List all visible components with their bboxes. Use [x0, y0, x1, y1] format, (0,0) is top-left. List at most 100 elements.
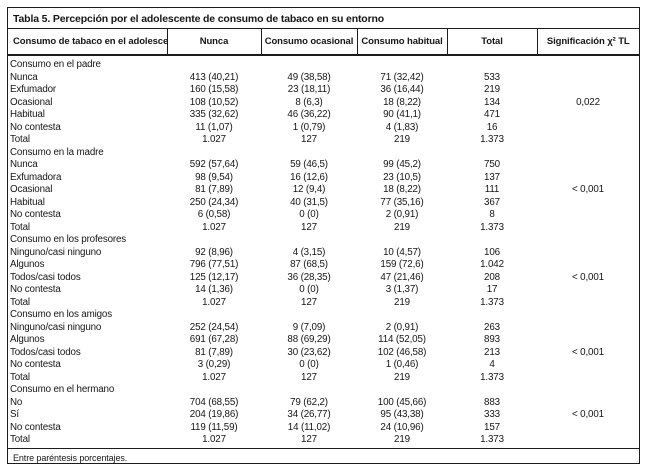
- table-row: Total 1.027 127 219 1.373: [8, 434, 639, 447]
- table-row: No contesta 119 (11,59) 14 (11,02) 24 (10,9…: [8, 422, 639, 435]
- table-cell: 125 (12,17): [189, 271, 239, 283]
- table-row: No contesta 6 (0,58) 0 (0) 2 (0,91) 8: [8, 209, 639, 222]
- table-cell: 219: [394, 134, 410, 145]
- table-cell: 1.027: [202, 221, 226, 233]
- table-row: Habitual 335 (32,62) 46 (36,22) 90 (41,1) 47…: [8, 109, 639, 122]
- table-cell: 95 (43,38): [380, 409, 424, 420]
- table-cell: 36 (28,35): [287, 271, 331, 283]
- table-cell: 127: [301, 221, 317, 233]
- table-row: Total 1.027 127 219 1.373: [8, 372, 639, 385]
- table-cell: 367: [484, 196, 500, 208]
- table-cell: [537, 84, 639, 97]
- table-cell: 219: [394, 371, 410, 383]
- table-cell: 40 (31,5): [290, 196, 328, 208]
- table-cell: 9 (7,09): [292, 321, 326, 333]
- table-cell: 81 (7,89): [195, 184, 233, 195]
- table-cell: 333: [484, 409, 500, 420]
- table-cell: 893: [484, 334, 500, 345]
- row-label: Exfumador: [10, 84, 57, 95]
- table-row: No contesta 14 (1,36) 0 (0) 3 (1,37) 17: [8, 284, 639, 297]
- table-row: No contesta 11 (1,07) 1 (0,79) 4 (1,83) 16: [8, 122, 639, 135]
- table-cell: 59 (46,5): [290, 159, 328, 170]
- table-cell: 87 (68,5): [290, 259, 328, 270]
- table-cell: 1.373: [480, 371, 504, 383]
- table-cell: 92 (8,96): [195, 246, 233, 258]
- table-cell: 90 (41,1): [383, 109, 421, 120]
- col-header-significacion: Significación χ² TL: [536, 29, 639, 56]
- table-cell: 883: [484, 396, 500, 408]
- table-cell: 88 (69,29): [287, 334, 331, 345]
- table-cell: 137: [484, 171, 500, 183]
- row-label: Habitual: [10, 196, 45, 208]
- table-cell: 12 (9,4): [292, 184, 326, 195]
- table-title: Tabla 5. Percepción por el adolescente d…: [8, 8, 639, 29]
- table-cell: 77 (35,16): [380, 196, 424, 208]
- table-row: Todos/casi todos 125 (12,17) 36 (28,35) 47 …: [8, 272, 639, 285]
- table-row: Exfumadora 98 (9,54) 16 (12,6) 23 (10,5) 137: [8, 172, 639, 185]
- table-cell: 24 (10,96): [380, 421, 424, 433]
- table-cell: 16 (12,6): [290, 171, 328, 183]
- table-cell: 18 (8,22): [383, 96, 421, 108]
- table-cell: < 0,001: [572, 409, 604, 420]
- table-row: Habitual 250 (24,34) 40 (31,5) 77 (35,16) 36…: [8, 197, 639, 210]
- table-cell: 1.042: [480, 259, 504, 270]
- table-row: Ninguno/casi ninguno 92 (8,96) 4 (3,15) 10 …: [8, 247, 639, 260]
- table-row: No contesta 3 (0,29) 0 (0) 1 (0,46) 4: [8, 359, 639, 372]
- row-label: Total: [10, 296, 30, 308]
- section-header-row: Consumo en la madre: [8, 147, 639, 160]
- table-cell: 208: [484, 271, 500, 283]
- table-cell: 99 (45,2): [383, 159, 421, 170]
- table-cell: 114 (52,05): [378, 334, 426, 345]
- table-cell: 704 (68,55): [189, 396, 239, 408]
- table-cell: 2 (0,91): [385, 321, 419, 333]
- table-container: Tabla 5. Percepción por el adolescente d…: [7, 7, 640, 464]
- table-cell: 11 (1,07): [195, 121, 233, 133]
- table-cell: [537, 209, 639, 222]
- table-row: Ocasional 108 (10,52) 8 (6,3) 18 (8,22) 134 0…: [8, 97, 639, 110]
- table-cell: 219: [394, 221, 410, 233]
- table-cell: 3 (0,29): [197, 359, 231, 370]
- section-header-row: Consumo en el hermano: [8, 384, 639, 397]
- table-cell: 213: [484, 346, 500, 358]
- table-row: Exfumador 160 (15,58) 23 (18,11) 36 (16,44)…: [8, 84, 639, 97]
- table-row: Algunos 691 (67,28) 88 (69,29) 114 (52,05) 8…: [8, 334, 639, 347]
- table-row: Total 1.027 127 219 1.373: [8, 134, 639, 147]
- table-cell: [537, 134, 639, 147]
- table-cell: 1.027: [202, 134, 226, 145]
- table-cell: 471: [484, 109, 500, 120]
- table-cell: 219: [484, 84, 500, 95]
- table-cell: 750: [484, 159, 500, 170]
- table-cell: 204 (19,86): [189, 409, 239, 420]
- section-label: Consumo en el padre: [10, 59, 101, 70]
- table-cell: 252 (24,54): [189, 321, 239, 333]
- table-row: No 704 (68,55) 79 (62,2) 100 (45,66) 883: [8, 397, 639, 410]
- table-cell: 4: [489, 359, 495, 370]
- table-cell: 47 (21,46): [380, 271, 424, 283]
- table-cell: 0 (0): [299, 209, 319, 220]
- table-cell: 8 (6,3): [295, 96, 323, 108]
- section-header-row: Consumo en los amigos: [8, 309, 639, 322]
- row-label: Ocasional: [10, 184, 53, 195]
- table-row: Ocasional 81 (7,89) 12 (9,4) 18 (8,22) 111 < …: [8, 184, 639, 197]
- table-cell: 1.373: [480, 434, 504, 445]
- table-cell: 413 (40,21): [189, 71, 239, 83]
- table-cell: 8: [489, 209, 495, 220]
- table-cell: [537, 247, 639, 260]
- table-cell: 18 (8,22): [383, 184, 421, 195]
- table-cell: 4 (3,15): [292, 246, 326, 258]
- row-label: No: [10, 396, 23, 408]
- table-row: Nunca 592 (57,64) 59 (46,5) 99 (45,2) 750: [8, 159, 639, 172]
- section-label: Consumo en la madre: [10, 146, 104, 158]
- table-cell: < 0,001: [572, 271, 604, 283]
- table-cell: 127: [301, 434, 317, 445]
- row-label: Algunos: [10, 334, 45, 345]
- row-label: No contesta: [10, 284, 61, 295]
- table-row: Todos/casi todos 81 (7,89) 30 (23,62) 102 (…: [8, 347, 639, 360]
- table-cell: [537, 297, 639, 310]
- col-header-adolescente: Consumo de tabaco en el adolescente: [8, 29, 167, 56]
- table-cell: 219: [394, 434, 410, 445]
- row-label: Ninguno/casi ninguno: [10, 246, 102, 258]
- table-cell: 4 (1,83): [385, 121, 419, 133]
- table-cell: < 0,001: [572, 346, 604, 358]
- table-cell: [537, 434, 639, 447]
